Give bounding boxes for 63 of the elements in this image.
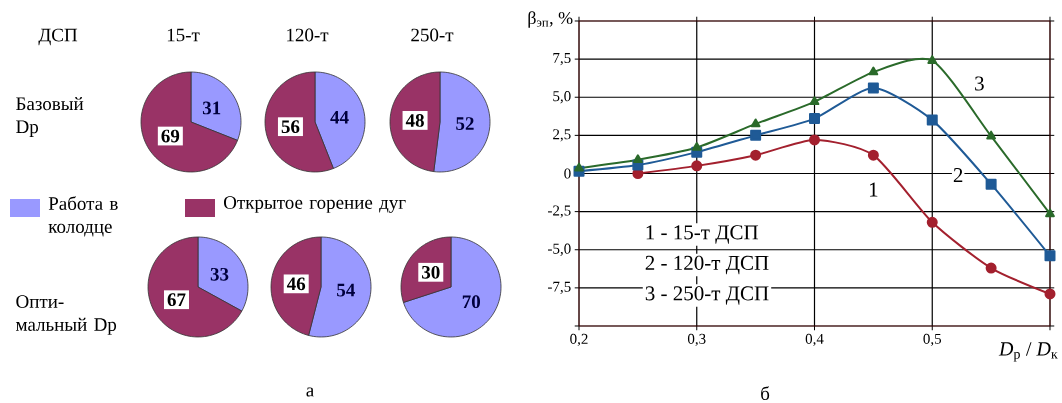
annotation: 3 xyxy=(975,76,984,91)
point xyxy=(809,96,820,106)
y-tick-label: -2,5 xyxy=(548,205,571,218)
point xyxy=(1044,288,1056,300)
point xyxy=(927,55,938,64)
annotation: 1 xyxy=(869,182,878,197)
point xyxy=(926,216,938,228)
chart-title: 250-т xyxy=(411,28,454,42)
point xyxy=(1045,208,1055,218)
y-tick-label: 7,5 xyxy=(553,53,571,66)
data-label: 56 xyxy=(281,120,300,134)
point xyxy=(691,142,702,151)
data-label: 31 xyxy=(202,101,221,115)
point xyxy=(809,113,820,125)
x-axis-title: D$_{р}$ / D$_{к}$ xyxy=(998,342,1058,362)
point xyxy=(809,134,820,146)
y-tick-label: -5,0 xyxy=(548,243,571,256)
data-label: 67 xyxy=(167,293,186,307)
text: б xyxy=(761,386,770,400)
point xyxy=(1044,250,1056,262)
chart-title: 120-т xyxy=(287,28,329,42)
annotation: 2 xyxy=(953,168,963,182)
data-label: 46 xyxy=(286,277,306,291)
data-label: 30 xyxy=(422,265,440,279)
data-label: 48 xyxy=(405,114,424,127)
text: Опти- мальный Dp xyxy=(15,295,117,335)
legend-label: Открытое горение дуг xyxy=(224,196,406,213)
point xyxy=(691,160,703,172)
x-tick-label: 0,4 xyxy=(805,333,824,347)
point xyxy=(985,178,997,190)
point xyxy=(867,149,879,161)
point xyxy=(868,66,879,76)
point xyxy=(926,114,938,126)
point xyxy=(985,262,997,274)
data-label: 70 xyxy=(462,295,480,309)
point xyxy=(986,130,997,140)
data-label: 69 xyxy=(161,129,180,143)
data-label: 52 xyxy=(456,117,474,130)
point xyxy=(750,149,762,161)
data-label: 54 xyxy=(337,283,355,297)
text: а xyxy=(306,387,314,397)
point xyxy=(750,129,762,141)
y-tick-label: 0 xyxy=(564,168,571,179)
point xyxy=(574,162,584,172)
data-label: 33 xyxy=(210,267,229,281)
text: ДСП xyxy=(38,28,78,46)
data-label: 44 xyxy=(330,111,349,124)
y-tick-label: -7,5 xyxy=(548,281,571,294)
point xyxy=(750,118,761,128)
legend-label: Работа в колодце xyxy=(48,196,118,237)
x-tick-label: 0,2 xyxy=(570,333,588,347)
x-tick-label: 0,5 xyxy=(923,333,942,347)
point xyxy=(867,82,879,94)
y-tick-label: 2,5 xyxy=(553,129,571,142)
annotation: 1 - 15-т ДСП xyxy=(646,225,759,244)
point xyxy=(632,154,643,164)
y-tick-label: 5,0 xyxy=(553,91,571,104)
annotation: 3 - 250-т ДСП xyxy=(645,286,769,305)
annotation: 2 - 120-т ДСП xyxy=(645,255,769,275)
text: Базовый Dp xyxy=(16,96,84,138)
chart-title: 15-т xyxy=(167,28,200,42)
y-axis-title: β$_{эп}$, % xyxy=(528,11,573,28)
x-tick-label: 0,3 xyxy=(687,333,706,347)
